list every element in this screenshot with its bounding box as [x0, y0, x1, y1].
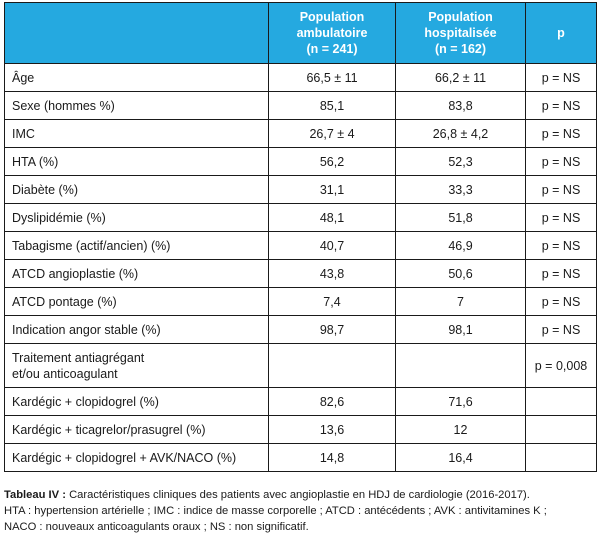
p-value: p = NS — [525, 231, 597, 260]
header-hospitalized: Population hospitalisée (n = 162) — [395, 2, 526, 64]
hospitalized-value: 83,8 — [395, 91, 526, 120]
row-label: ATCD pontage (%) — [4, 287, 269, 316]
table-row: ATCD pontage (%) 7,4 7 p = NS — [4, 287, 597, 316]
table-row: Diabète (%) 31,1 33,3 p = NS — [4, 175, 597, 204]
hospitalized-value: 46,9 — [395, 231, 526, 260]
header-ambulatory-line: ambulatoire — [296, 26, 368, 40]
table-row: Dyslipidémie (%) 48,1 51,8 p = NS — [4, 203, 597, 232]
p-value: p = NS — [525, 119, 597, 148]
ambulatory-value — [268, 343, 396, 388]
p-value — [525, 387, 597, 416]
header-empty-cell — [4, 2, 269, 64]
p-value: p = NS — [525, 147, 597, 176]
hospitalized-value — [395, 343, 526, 388]
ambulatory-value: 40,7 — [268, 231, 396, 260]
row-label: ATCD angioplastie (%) — [4, 259, 269, 288]
table-header: Population ambulatoire (n = 241) Populat… — [4, 2, 597, 64]
caption-abbreviations-2: NACO : nouveaux anticoagulants oraux ; N… — [4, 521, 309, 533]
header-hospitalized-line: (n = 162) — [434, 42, 487, 56]
ambulatory-value: 98,7 — [268, 315, 396, 344]
table-caption: Tableau IV : Caractéristiques cliniques … — [4, 487, 596, 535]
hospitalized-value: 71,6 — [395, 387, 526, 416]
table-row: Kardégic + clopidogrel + AVK/NACO (%) 14,… — [4, 443, 597, 472]
header-ambulatory: Population ambulatoire (n = 241) — [268, 2, 396, 64]
caption-title-line: Tableau IV : Caractéristiques cliniques … — [4, 487, 596, 503]
ambulatory-value: 43,8 — [268, 259, 396, 288]
hospitalized-value: 98,1 — [395, 315, 526, 344]
hospitalized-value: 52,3 — [395, 147, 526, 176]
ambulatory-value: 48,1 — [268, 203, 396, 232]
table-row: Indication angor stable (%) 98,7 98,1 p = N… — [4, 315, 597, 344]
p-value — [525, 415, 597, 444]
row-label: Diabète (%) — [4, 175, 269, 204]
header-hospitalized-line: hospitalisée — [424, 26, 497, 40]
hospitalized-value: 66,2 ± 11 — [395, 63, 526, 92]
row-label: Kardégic + ticagrelor/prasugrel (%) — [4, 415, 269, 444]
ambulatory-value: 82,6 — [268, 387, 396, 416]
ambulatory-value: 66,5 ± 11 — [268, 63, 396, 92]
table-row: Traitement antiagrégant et/ou anticoagula… — [4, 343, 597, 388]
table-row: Kardégic + clopidogrel (%) 82,6 71,6 — [4, 387, 597, 416]
table-row: Tabagisme (actif/ancien) (%) 40,7 46,9 p = … — [4, 231, 597, 260]
table-body: Âge 66,5 ± 11 66,2 ± 11 p = NS Sexe (hommes … — [4, 63, 597, 472]
hospitalized-value: 50,6 — [395, 259, 526, 288]
row-label: Traitement antiagrégant et/ou anticoagula… — [4, 343, 269, 388]
table-row: HTA (%) 56,2 52,3 p = NS — [4, 147, 597, 176]
row-label: Kardégic + clopidogrel + AVK/NACO (%) — [4, 443, 269, 472]
clinical-characteristics-table: Population ambulatoire (n = 241) Populat… — [4, 2, 597, 472]
p-value: p = NS — [525, 259, 597, 288]
ambulatory-value: 56,2 — [268, 147, 396, 176]
ambulatory-value: 7,4 — [268, 287, 396, 316]
row-label: Kardégic + clopidogrel (%) — [4, 387, 269, 416]
row-label: Indication angor stable (%) — [4, 315, 269, 344]
p-value: p = NS — [525, 175, 597, 204]
row-label: Sexe (hommes %) — [4, 91, 269, 120]
hospitalized-value: 51,8 — [395, 203, 526, 232]
ambulatory-value: 14,8 — [268, 443, 396, 472]
hospitalized-value: 33,3 — [395, 175, 526, 204]
ambulatory-value: 26,7 ± 4 — [268, 119, 396, 148]
p-value: p = NS — [525, 63, 597, 92]
row-label: Dyslipidémie (%) — [4, 203, 269, 232]
header-ambulatory-line: (n = 241) — [306, 42, 358, 56]
ambulatory-value: 85,1 — [268, 91, 396, 120]
header-p-value: p — [525, 2, 597, 64]
p-value: p = NS — [525, 203, 597, 232]
header-ambulatory-line: Population — [299, 10, 365, 24]
hospitalized-value: 7 — [395, 287, 526, 316]
row-label-line: Traitement antiagrégant — [12, 350, 145, 365]
table-row: Kardégic + ticagrelor/prasugrel (%) 13,6 1… — [4, 415, 597, 444]
row-label: HTA (%) — [4, 147, 269, 176]
table-row: Âge 66,5 ± 11 66,2 ± 11 p = NS — [4, 63, 597, 92]
p-value: p = NS — [525, 315, 597, 344]
ambulatory-value: 13,6 — [268, 415, 396, 444]
p-value: p = 0,008 — [525, 343, 597, 388]
table-row: IMC 26,7 ± 4 26,8 ± 4,2 p = NS — [4, 119, 597, 148]
row-label: Âge — [4, 63, 269, 92]
p-value: p = NS — [525, 91, 597, 120]
p-value: p = NS — [525, 287, 597, 316]
row-label: IMC — [4, 119, 269, 148]
caption-abbreviations-1: HTA : hypertension artérielle ; IMC : in… — [4, 505, 547, 517]
table-row: ATCD angioplastie (%) 43,8 50,6 p = NS — [4, 259, 597, 288]
hospitalized-value: 12 — [395, 415, 526, 444]
ambulatory-value: 31,1 — [268, 175, 396, 204]
header-row: Population ambulatoire (n = 241) Populat… — [4, 2, 597, 64]
header-hospitalized-line: Population — [428, 10, 493, 24]
p-value — [525, 443, 597, 472]
table-row: Sexe (hommes %) 85,1 83,8 p = NS — [4, 91, 597, 120]
row-label-line: et/ou anticoagulant — [12, 366, 118, 381]
caption-title: Caractéristiques cliniques des patients … — [69, 489, 530, 501]
caption-label: Tableau IV : — [4, 489, 66, 501]
row-label: Tabagisme (actif/ancien) (%) — [4, 231, 269, 260]
hospitalized-value: 16,4 — [395, 443, 526, 472]
hospitalized-value: 26,8 ± 4,2 — [395, 119, 526, 148]
